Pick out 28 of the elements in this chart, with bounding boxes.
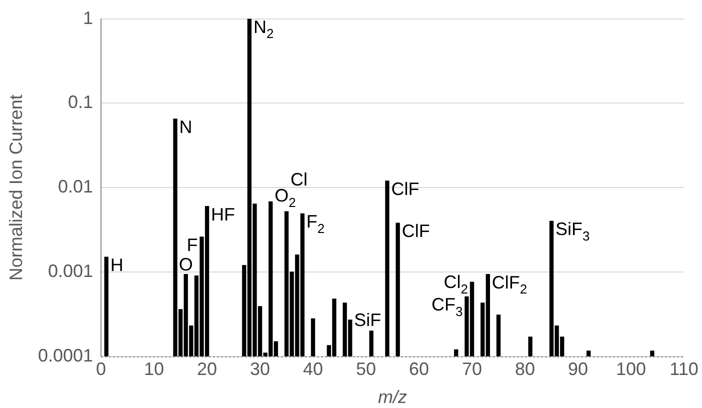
x-tick-label: 30 xyxy=(250,359,270,380)
y-tick-label: 1 xyxy=(83,8,94,28)
annotation: H xyxy=(110,255,124,276)
x-tick-label: 50 xyxy=(356,359,376,380)
annotation: ClF xyxy=(391,178,420,199)
y-tick-label: 0.001 xyxy=(48,260,94,281)
x-tick-label: 70 xyxy=(462,359,482,380)
x-tick-label: 40 xyxy=(303,359,324,380)
x-tick-label: 80 xyxy=(515,359,536,380)
y-axis-title: Normalized Ion Current xyxy=(6,94,26,281)
x-tick-label: 20 xyxy=(197,359,218,380)
annotation: Cl xyxy=(290,170,308,190)
y-tick-label: 0.1 xyxy=(68,92,94,112)
y-tick-label: 0.01 xyxy=(58,176,94,197)
x-axis-title: m/z xyxy=(378,387,408,407)
annotation: F xyxy=(186,234,198,255)
annotation: HF xyxy=(211,204,236,224)
x-tick-label: 60 xyxy=(409,359,430,380)
x-tick-label: 100 xyxy=(616,359,646,380)
x-tick-label: 110 xyxy=(670,359,698,380)
x-tick-label: 0 xyxy=(96,359,106,380)
x-tick-label: 90 xyxy=(568,359,588,380)
x-tick-label: 10 xyxy=(144,359,164,380)
annotation: N xyxy=(179,116,192,137)
annotation: O xyxy=(178,254,193,274)
y-tick-label: 0.0001 xyxy=(38,345,94,366)
annotation: ClF xyxy=(402,221,430,242)
annotation: SiF xyxy=(354,310,382,330)
